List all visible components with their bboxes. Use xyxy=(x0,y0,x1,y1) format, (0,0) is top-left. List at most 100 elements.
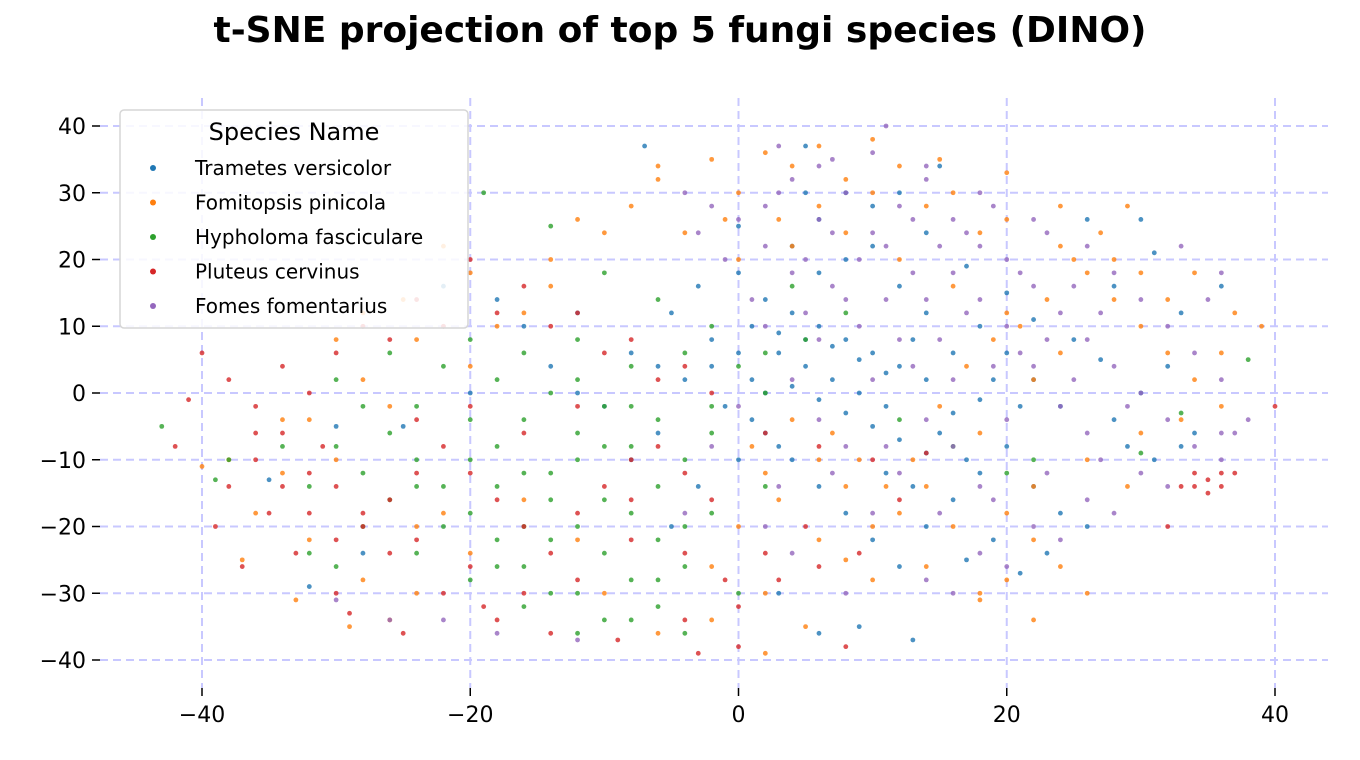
data-point-fomes-fomentarius xyxy=(897,337,902,342)
data-point-fomes-fomentarius xyxy=(1218,457,1224,463)
data-point-pluteus-cervinus xyxy=(253,403,259,409)
data-point-fomes-fomentarius xyxy=(883,243,889,249)
data-point-trametes-versicolor xyxy=(897,283,902,289)
data-point-hypholoma-fasciculare xyxy=(628,510,634,516)
data-point-pluteus-cervinus xyxy=(615,637,621,643)
data-point-hypholoma-fasciculare xyxy=(467,417,473,423)
data-point-fomes-fomentarius xyxy=(789,177,795,182)
data-point-trametes-versicolor xyxy=(1071,337,1077,342)
data-point-pluteus-cervinus xyxy=(414,470,419,476)
data-point-fomitopsis-pinicola xyxy=(897,163,902,169)
legend-marker xyxy=(150,303,156,309)
data-point-hypholoma-fasciculare xyxy=(548,497,554,503)
data-point-trametes-versicolor xyxy=(709,363,715,369)
data-point-fomitopsis-pinicola xyxy=(1111,257,1117,262)
data-point-pluteus-cervinus xyxy=(709,390,715,396)
y-tick-label: −20 xyxy=(40,516,86,541)
data-point-fomitopsis-pinicola xyxy=(776,497,782,503)
data-point-fomitopsis-pinicola xyxy=(1058,350,1063,356)
data-point-fomes-fomentarius xyxy=(682,190,688,196)
data-point-fomitopsis-pinicola xyxy=(1004,310,1010,316)
data-point-pluteus-cervinus xyxy=(494,617,500,623)
data-point-hypholoma-fasciculare xyxy=(494,444,500,449)
data-point-fomes-fomentarius xyxy=(776,143,782,149)
data-point-trametes-versicolor xyxy=(843,410,849,416)
legend-label: Trametes versicolor xyxy=(194,156,392,180)
data-point-fomitopsis-pinicola xyxy=(1192,270,1197,276)
data-point-hypholoma-fasciculare xyxy=(333,444,339,449)
data-point-fomes-fomentarius xyxy=(736,403,741,409)
data-point-trametes-versicolor xyxy=(789,310,795,316)
data-point-fomitopsis-pinicola xyxy=(575,217,580,222)
data-point-pluteus-cervinus xyxy=(521,430,527,436)
data-point-trametes-versicolor xyxy=(1192,430,1197,436)
data-point-fomitopsis-pinicola xyxy=(1058,564,1063,569)
data-point-fomitopsis-pinicola xyxy=(789,243,795,249)
data-point-fomes-fomentarius xyxy=(870,377,876,383)
data-point-hypholoma-fasciculare xyxy=(655,297,661,302)
x-tick-label: −20 xyxy=(447,703,493,728)
data-point-hypholoma-fasciculare xyxy=(655,417,661,423)
data-point-trametes-versicolor xyxy=(628,350,634,356)
legend-marker xyxy=(150,165,156,171)
data-point-fomitopsis-pinicola xyxy=(910,457,916,463)
data-point-fomes-fomentarius xyxy=(990,203,996,209)
data-point-trametes-versicolor xyxy=(1004,350,1010,356)
data-point-fomes-fomentarius xyxy=(682,510,688,516)
data-point-pluteus-cervinus xyxy=(521,283,527,289)
data-point-fomes-fomentarius xyxy=(1071,377,1077,383)
data-point-pluteus-cervinus xyxy=(628,537,634,543)
data-point-hypholoma-fasciculare xyxy=(1138,450,1144,456)
data-point-hypholoma-fasciculare xyxy=(682,630,688,636)
data-point-trametes-versicolor xyxy=(695,484,701,489)
data-point-fomes-fomentarius xyxy=(789,550,795,556)
data-point-fomitopsis-pinicola xyxy=(843,230,849,236)
data-point-fomes-fomentarius xyxy=(977,297,983,302)
data-point-fomitopsis-pinicola xyxy=(937,156,943,162)
data-point-trametes-versicolor xyxy=(266,477,272,483)
y-tick-label: −40 xyxy=(40,649,86,674)
data-point-trametes-versicolor xyxy=(736,350,741,356)
data-point-fomitopsis-pinicola xyxy=(1004,217,1010,222)
data-point-pluteus-cervinus xyxy=(199,350,205,356)
data-point-hypholoma-fasciculare xyxy=(762,390,768,396)
data-point-fomitopsis-pinicola xyxy=(628,203,634,209)
data-point-trametes-versicolor xyxy=(682,377,688,383)
data-point-fomes-fomentarius xyxy=(1058,537,1063,543)
data-point-trametes-versicolor xyxy=(964,457,969,463)
data-point-fomes-fomentarius xyxy=(950,217,956,222)
data-point-pluteus-cervinus xyxy=(722,577,728,583)
data-point-hypholoma-fasciculare xyxy=(655,484,661,489)
data-point-pluteus-cervinus xyxy=(1192,484,1197,489)
data-point-fomitopsis-pinicola xyxy=(601,590,607,596)
y-tick-label: 10 xyxy=(58,315,86,340)
data-point-fomitopsis-pinicola xyxy=(749,444,755,449)
data-point-fomes-fomentarius xyxy=(897,203,902,209)
data-point-hypholoma-fasciculare xyxy=(226,457,232,463)
data-point-fomitopsis-pinicola xyxy=(897,510,902,516)
data-point-pluteus-cervinus xyxy=(186,397,191,403)
data-point-trametes-versicolor xyxy=(306,584,312,589)
data-point-pluteus-cervinus xyxy=(548,323,554,329)
data-point-fomes-fomentarius xyxy=(856,323,862,329)
data-point-fomes-fomentarius xyxy=(950,590,956,596)
data-point-hypholoma-fasciculare xyxy=(655,604,661,609)
data-point-fomitopsis-pinicola xyxy=(239,557,245,563)
data-point-fomitopsis-pinicola xyxy=(937,403,943,409)
data-point-fomes-fomentarius xyxy=(575,637,580,643)
data-point-fomitopsis-pinicola xyxy=(1218,403,1224,409)
data-point-pluteus-cervinus xyxy=(1178,484,1184,489)
x-tick-label: 0 xyxy=(732,703,746,728)
data-point-fomitopsis-pinicola xyxy=(964,363,969,369)
data-point-trametes-versicolor xyxy=(937,430,943,436)
data-point-fomitopsis-pinicola xyxy=(414,337,419,342)
data-point-trametes-versicolor xyxy=(829,377,835,383)
data-point-pluteus-cervinus xyxy=(776,577,782,583)
data-point-pluteus-cervinus xyxy=(575,403,580,409)
legend-label: Fomitopsis pinicola xyxy=(195,191,386,215)
data-point-trametes-versicolor xyxy=(977,397,983,403)
data-point-fomitopsis-pinicola xyxy=(1125,203,1130,209)
data-point-fomes-fomentarius xyxy=(977,550,983,556)
data-point-fomitopsis-pinicola xyxy=(1058,243,1063,249)
